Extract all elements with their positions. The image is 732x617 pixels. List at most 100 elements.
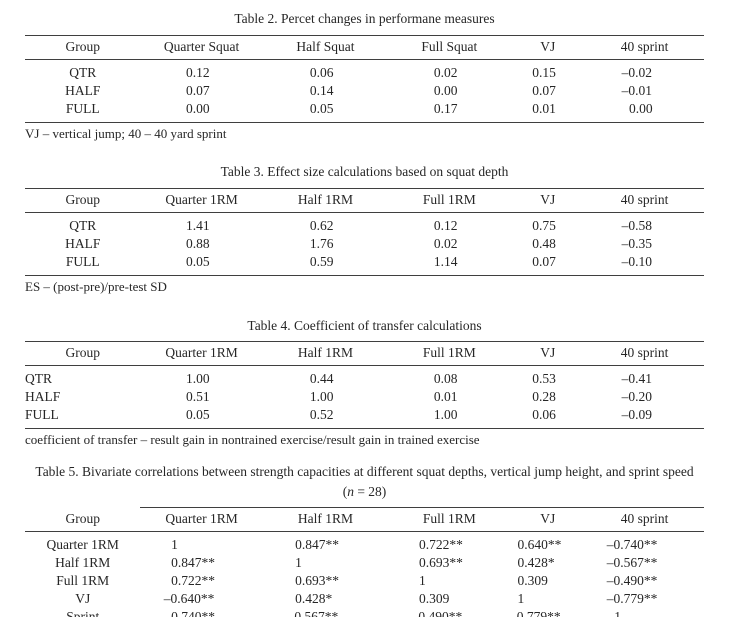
spacer [25, 449, 704, 463]
column-header: Quarter 1RM [140, 341, 263, 367]
data-cell: 0.15 [532, 64, 556, 80]
data-cell: 0.05 [262, 99, 389, 123]
data-cell: 0.02 [433, 64, 458, 80]
column-header: Group [25, 187, 141, 213]
table-5-block: Table 5. Bivariate correlations between … [25, 463, 704, 617]
row-label: VJ [75, 590, 91, 606]
column-header: Full Squat [388, 34, 511, 60]
data-cell: –0.58 [621, 217, 652, 233]
column-header: Group [25, 341, 141, 367]
data-cell: –0.35 [621, 235, 652, 251]
table-row: HALF 0.07 0.14 0.00 0.07 –0.01 [25, 82, 704, 100]
table-5-subtitle: (n = 28) [342, 483, 387, 499]
table-row: FULL 0.00 0.05 0.17 0.01 0.00 [25, 99, 704, 123]
row-label: HALF [65, 82, 101, 98]
row-label: Sprint [25, 607, 141, 617]
data-cell: 0.722** [171, 572, 216, 588]
table-row: Quarter 1RM 1 0.847** 0.722** 0.640** –0… [25, 531, 704, 554]
row-label: QTR [69, 217, 97, 233]
data-cell: 1.14 [388, 252, 511, 276]
table-3-title: Table 3. Effect size calculations based … [220, 164, 509, 180]
row-label: FULL [25, 406, 141, 430]
column-header: Full 1RM [388, 506, 511, 532]
data-cell: 0.740** [140, 607, 263, 617]
data-cell: 0.12 [186, 64, 210, 80]
row-label: Half 1RM [55, 554, 111, 570]
data-cell: 1 [295, 554, 302, 570]
data-cell: 0.00 [433, 82, 458, 98]
row-label: QTR [69, 64, 97, 80]
table-3: Group Quarter 1RM Half 1RM Full 1RM VJ 4… [25, 187, 704, 276]
table-4-header-row: Group Quarter 1RM Half 1RM Full 1RM VJ 4… [25, 341, 704, 367]
data-cell: 0.640** [517, 536, 562, 552]
data-cell: 0.02 [433, 235, 458, 251]
data-cell: 1 [171, 536, 178, 552]
data-cell: –0.20 [621, 389, 652, 405]
data-cell: 0.07 [186, 82, 210, 98]
data-cell: 0.01 [510, 99, 586, 123]
data-cell: 0.17 [388, 99, 511, 123]
data-cell: 0.59 [262, 252, 389, 276]
data-cell: 0.28 [532, 389, 556, 405]
table-2-footnote: VJ – vertical jump; 40 – 40 yard sprint [25, 125, 227, 141]
column-header: Quarter 1RM [140, 187, 263, 213]
table-2: Group Quarter Squat Half Squat Full Squa… [25, 34, 704, 123]
table-3-block: Table 3. Effect size calculations based … [25, 163, 704, 295]
row-label: FULL [25, 99, 141, 123]
data-cell: 0.722** [418, 536, 463, 552]
data-cell: 0.88 [186, 235, 210, 251]
data-cell: 1.41 [186, 217, 210, 233]
data-cell: –0.490** [388, 607, 511, 617]
data-cell: 0.07 [510, 252, 586, 276]
data-cell: 0.62 [309, 217, 334, 233]
data-cell: 0.05 [140, 406, 263, 430]
table-row: VJ –0.640** 0.428* 0.309 1 –0.779** [25, 590, 704, 608]
column-header: Group [25, 34, 141, 60]
row-label: QTR [25, 371, 52, 387]
table-row: Full 1RM 0.722** 0.693** 1 0.309 –0.490*… [25, 572, 704, 590]
table-5-title: Table 5. Bivariate correlations between … [35, 464, 694, 480]
column-header: 40 sprint [585, 187, 704, 213]
data-cell: 1.76 [309, 235, 334, 251]
row-label: FULL [25, 252, 141, 276]
column-header: 40 sprint [585, 506, 704, 532]
data-cell: –0.41 [621, 371, 652, 387]
column-header: VJ [510, 187, 586, 213]
table-4-block: Table 4. Coefficient of transfer calcula… [25, 317, 704, 449]
data-cell: 0.693** [418, 554, 463, 570]
data-cell: 0.693** [295, 572, 339, 588]
data-cell: –0.779** [606, 590, 658, 606]
data-cell: –0.09 [585, 406, 704, 430]
column-header: 40 sprint [585, 34, 704, 60]
table-row: QTR 0.12 0.06 0.02 0.15 –0.02 [25, 59, 704, 82]
data-cell: 1.00 [309, 389, 334, 405]
table-row: HALF 0.88 1.76 0.02 0.48 –0.35 [25, 235, 704, 253]
row-label: HALF [65, 235, 101, 251]
data-cell: –0.490** [606, 572, 658, 588]
column-header: Half 1RM [262, 341, 389, 367]
column-header: Full 1RM [388, 187, 511, 213]
column-header: Half Squat [262, 34, 389, 60]
data-cell: 0.14 [309, 82, 334, 98]
data-cell: 0.06 [309, 64, 334, 80]
row-label: Full 1RM [56, 572, 110, 588]
data-cell: 0.08 [433, 371, 458, 387]
data-cell: 0.53 [532, 371, 556, 387]
table-row: QTR 1.00 0.44 0.08 0.53 –0.41 [25, 366, 704, 389]
column-header: Full 1RM [388, 341, 511, 367]
data-cell: 0.05 [140, 252, 263, 276]
table-row: FULL 0.05 0.52 1.00 0.06 –0.09 [25, 406, 704, 430]
table-row: Sprint 0.740** –0.567** –0.490** –0.779*… [25, 607, 704, 617]
table-3-header-row: Group Quarter 1RM Half 1RM Full 1RM VJ 4… [25, 187, 704, 213]
table-5: Group Quarter 1RM Half 1RM Full 1RM VJ 4… [25, 506, 704, 617]
data-cell: 0.07 [532, 82, 556, 98]
spacer [25, 142, 704, 163]
table-5-header-row: Group Quarter 1RM Half 1RM Full 1RM VJ 4… [25, 506, 704, 532]
table-4-footnote: coefficient of transfer – result gain in… [25, 432, 480, 448]
data-cell: –0.01 [621, 82, 652, 98]
table-2-title: Table 2. Percet changes in performane me… [234, 11, 495, 26]
data-cell: 0.06 [510, 406, 586, 430]
data-cell: 0.428* [517, 554, 555, 570]
data-cell: 0.309 [517, 572, 548, 588]
data-cell: 0.847** [295, 536, 339, 552]
